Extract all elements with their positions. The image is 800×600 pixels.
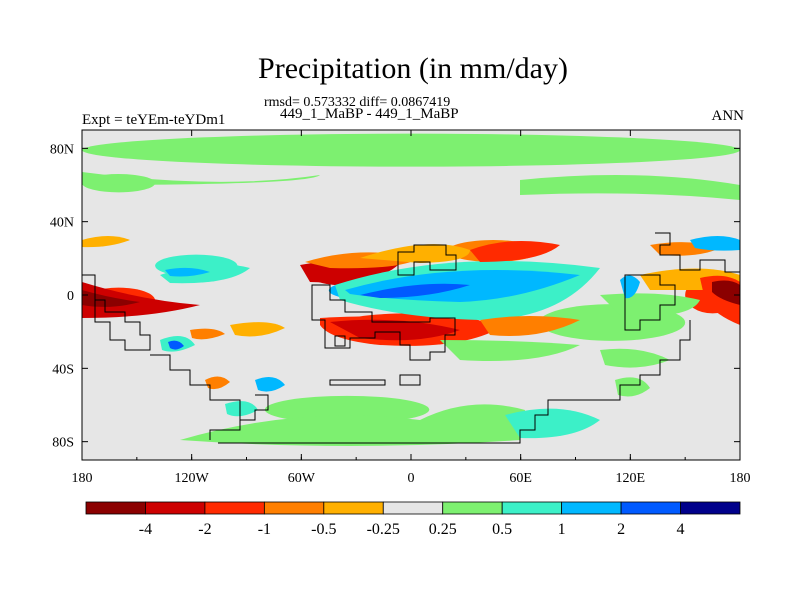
- colorbar-swatch: [680, 501, 741, 515]
- anomaly-patch: [230, 322, 285, 337]
- colorbar-swatch: [620, 501, 681, 515]
- coastline: [397, 244, 457, 276]
- anomaly-patch: [82, 282, 200, 318]
- colorbar-label: 2: [617, 521, 625, 538]
- coastline: [334, 335, 346, 347]
- y-tick-label: 0: [67, 289, 74, 304]
- anomaly-patch: [615, 377, 650, 397]
- anomaly-patch: [190, 328, 225, 340]
- case-line: 449_1_MaBP - 449_1_MaBP: [280, 106, 459, 122]
- stats-line: rmsd= 0.573332 diff= 0.0867419: [264, 95, 451, 110]
- axis-layer: 180 120W 60W 0 60E 120E 180 80N 40N 0 40S 80S: [50, 130, 751, 486]
- colorbar-label: -2: [198, 521, 211, 538]
- anomaly-patch: [360, 244, 470, 263]
- coastline: [399, 374, 421, 386]
- colorbar-swatch: [323, 501, 384, 515]
- anomaly-patch: [690, 236, 740, 251]
- anomaly-patch: [505, 408, 600, 439]
- colorbar-label: -0.5: [311, 521, 336, 538]
- coastline: [624, 274, 676, 331]
- anomaly-patch: [82, 236, 130, 248]
- x-tick-label: 180: [72, 471, 93, 486]
- anomaly-patch: [480, 316, 580, 336]
- chart-title: Precipitation (in mm/day): [258, 52, 568, 85]
- coastline: [150, 354, 269, 421]
- anomaly-patch: [712, 280, 740, 305]
- anomaly-patch: [82, 290, 140, 307]
- coastline: [209, 320, 691, 444]
- anomaly-patch: [600, 348, 670, 368]
- colorbar-label: -4: [139, 521, 152, 538]
- colorbar-swatch: [501, 501, 563, 515]
- colorbar: -4 -2 -1 -0.5 -0.25 0.25 0.5 1 2 4: [85, 501, 741, 538]
- colorbar-swatch: [382, 501, 444, 515]
- colorbar-swatch: [204, 501, 265, 515]
- colorbar-label: 0.25: [429, 521, 457, 538]
- colorbar-swatch: [145, 501, 206, 515]
- colorbar-label: 4: [677, 521, 685, 538]
- anomaly-patch: [470, 241, 560, 262]
- map-field-layer: [82, 130, 740, 460]
- colorbar-swatch: [442, 501, 503, 515]
- colorbar-label: -1: [258, 521, 271, 538]
- colorbar-swatch: [263, 501, 325, 515]
- anomaly-patch: [255, 376, 285, 392]
- colorbar-label: -0.25: [367, 521, 400, 538]
- anomaly-patch: [82, 172, 320, 185]
- x-tick-label: 60E: [509, 471, 532, 486]
- x-tick-label: 120E: [616, 471, 646, 486]
- coastline: [329, 379, 386, 386]
- anomaly-patch: [520, 175, 740, 200]
- coastline: [655, 232, 740, 273]
- anomaly-patch: [225, 401, 258, 417]
- colorbar-swatch: [85, 501, 146, 515]
- anomaly-patch: [205, 376, 230, 390]
- anomaly-patch: [360, 283, 470, 298]
- anomaly-patch: [168, 340, 184, 350]
- y-tick-label: 40S: [52, 362, 74, 377]
- x-tick-label: 180: [730, 471, 751, 486]
- colorbar-label: 1: [558, 521, 566, 538]
- y-tick-label: 80S: [52, 436, 74, 451]
- anomaly-patch: [165, 267, 210, 277]
- experiment-label: Expt = teYEm-teYDm1: [82, 112, 226, 128]
- anomaly-region: [82, 133, 740, 167]
- y-tick-label: 40N: [50, 216, 74, 231]
- season-label: ANN: [711, 108, 745, 124]
- anomaly-region: [264, 395, 430, 424]
- y-tick-label: 80N: [50, 142, 74, 157]
- anomaly-patch: [330, 319, 460, 341]
- colorbar-label: 0.5: [492, 521, 512, 538]
- colorbar-swatch: [561, 501, 622, 515]
- x-tick-label: 120W: [175, 471, 210, 486]
- x-tick-label: 60W: [288, 471, 316, 486]
- coastline: [311, 284, 456, 361]
- anomaly-patch: [180, 404, 525, 446]
- coastline: [82, 274, 151, 351]
- anomaly-patch: [440, 340, 580, 361]
- x-tick-label: 0: [408, 471, 415, 486]
